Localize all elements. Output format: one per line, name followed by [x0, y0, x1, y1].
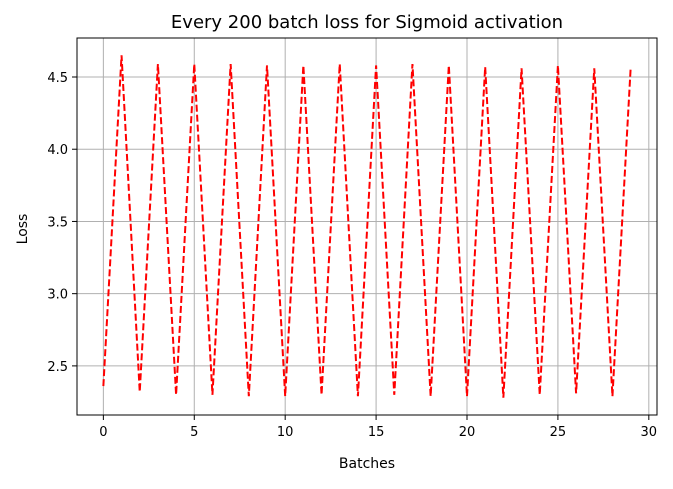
- y-axis-label: Loss: [15, 214, 31, 245]
- data-point: [248, 395, 250, 397]
- data-point: [557, 64, 559, 66]
- data-point: [521, 67, 523, 69]
- data-point: [575, 392, 577, 394]
- data-point: [175, 394, 177, 396]
- y-tick-label: 3.0: [47, 288, 68, 303]
- x-tick-label: 20: [459, 425, 476, 440]
- loss-series-line: [102, 55, 632, 398]
- data-point: [266, 64, 268, 66]
- x-tick-label: 25: [550, 425, 567, 440]
- x-tick-label: 0: [99, 425, 107, 440]
- x-tick-label: 5: [190, 425, 198, 440]
- data-point: [230, 63, 232, 65]
- data-point: [139, 391, 141, 393]
- data-point: [411, 63, 413, 65]
- data-point: [393, 394, 395, 396]
- data-point: [357, 395, 359, 397]
- y-tick-label: 3.5: [47, 215, 68, 230]
- data-point: [484, 66, 486, 68]
- data-point: [157, 63, 159, 65]
- data-point: [302, 64, 304, 66]
- plot-frame: [76, 37, 658, 416]
- data-point: [539, 394, 541, 396]
- x-tick-label: 10: [277, 425, 294, 440]
- x-tick-label: 15: [368, 425, 385, 440]
- data-point: [375, 64, 377, 66]
- y-tick-label: 4.0: [47, 143, 68, 158]
- data-point: [502, 397, 504, 399]
- series-layer: [102, 54, 632, 399]
- data-point: [211, 394, 213, 396]
- data-point: [102, 385, 104, 387]
- x-axis-label: Batches: [339, 456, 395, 472]
- y-tick-label: 4.5: [47, 71, 68, 86]
- data-point: [339, 63, 341, 65]
- data-point: [430, 395, 432, 397]
- chart-title: Every 200 batch loss for Sigmoid activat…: [171, 12, 563, 33]
- data-point: [448, 64, 450, 66]
- data-point: [121, 54, 123, 56]
- data-point: [611, 395, 613, 397]
- data-point: [630, 67, 632, 69]
- grid: [77, 38, 657, 415]
- data-point: [593, 67, 595, 69]
- ticks: 0 5 10 15 20 25 30 2.5 3.0 3.5 4.0 4.5: [47, 71, 657, 440]
- x-tick-label: 30: [641, 425, 658, 440]
- data-point: [284, 395, 286, 397]
- data-point: [321, 394, 323, 396]
- y-tick-label: 2.5: [47, 360, 68, 375]
- data-point: [466, 395, 468, 397]
- data-point: [193, 63, 195, 65]
